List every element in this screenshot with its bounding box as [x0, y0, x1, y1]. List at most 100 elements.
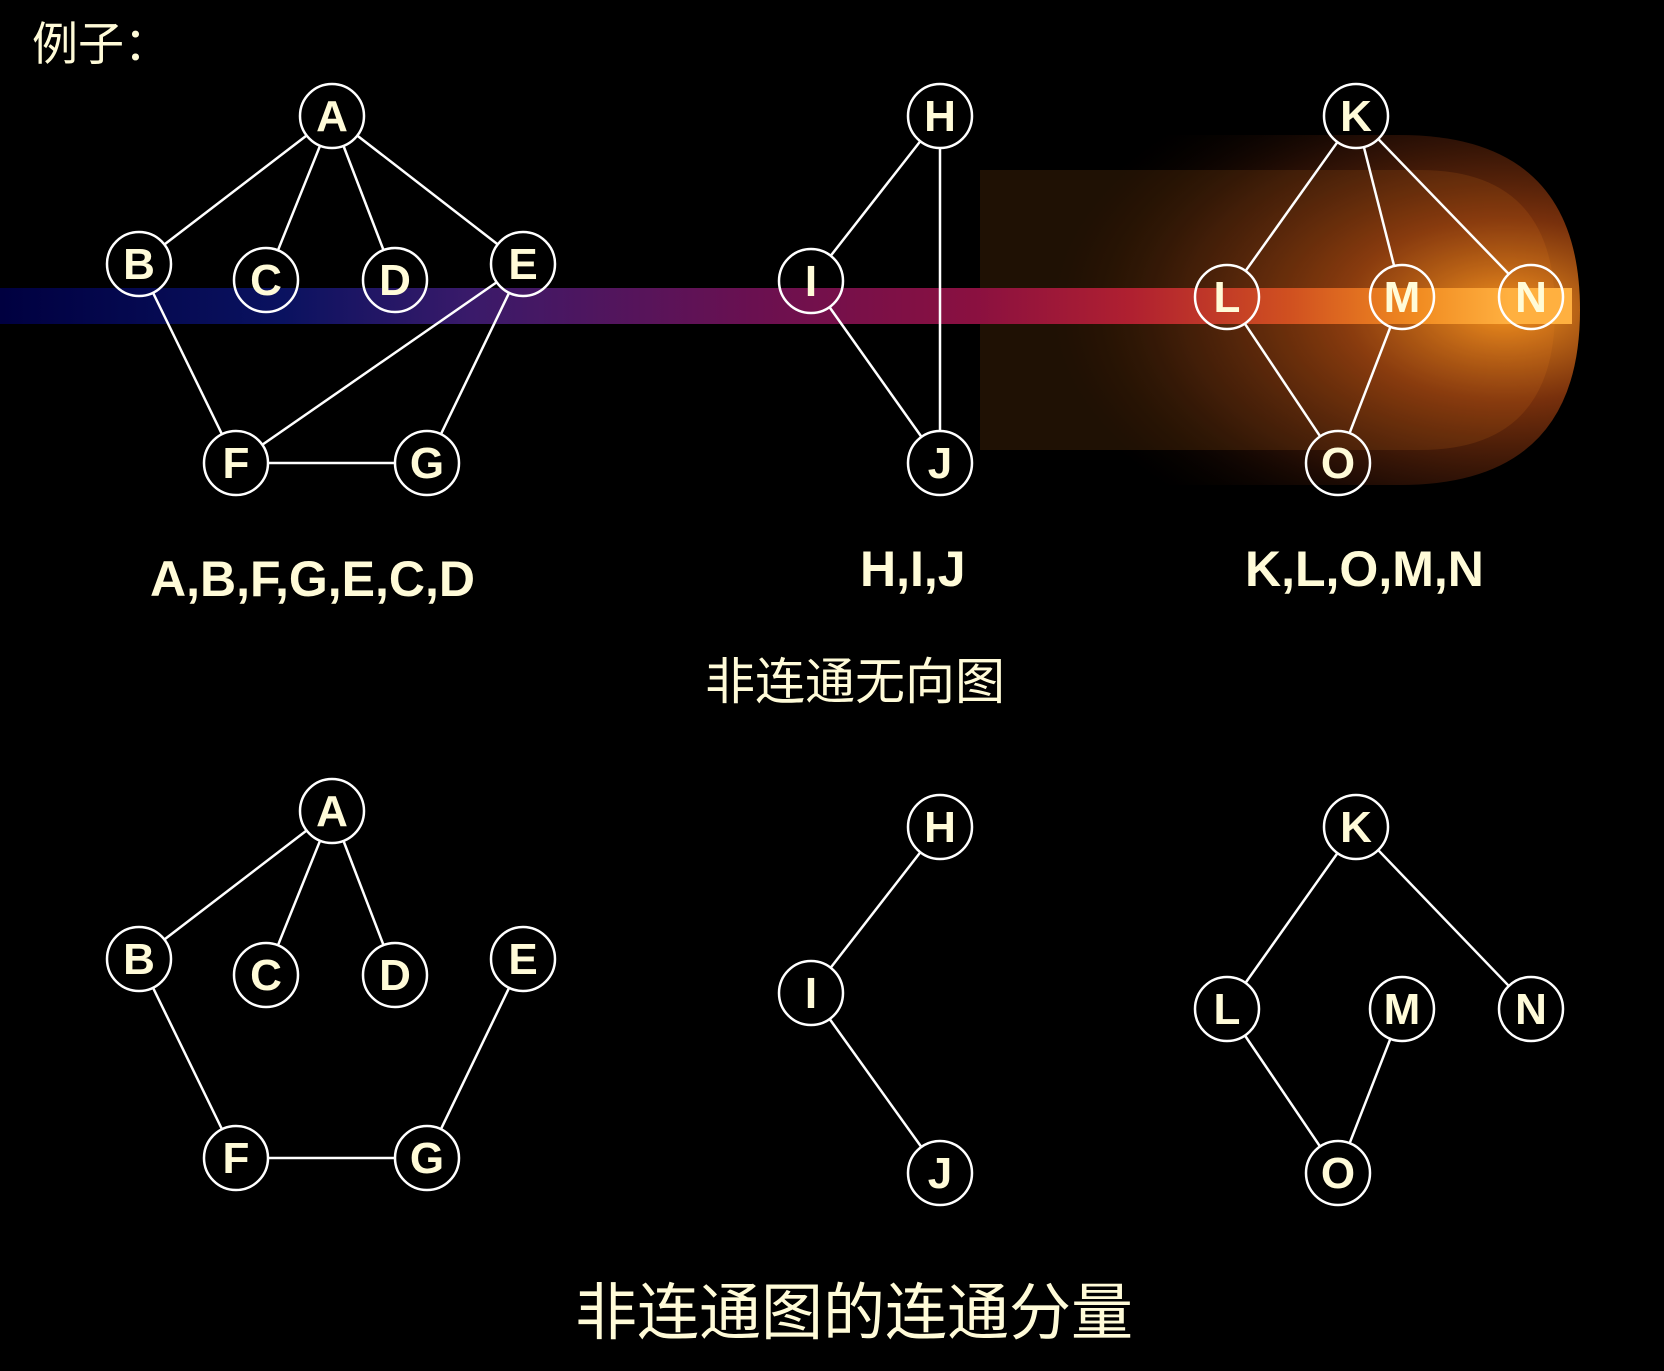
top-node-label: M [1384, 273, 1421, 322]
bottom-edge-a-c [276, 840, 322, 946]
bottom-node-label: L [1214, 985, 1241, 1034]
bottom-node-label: M [1384, 985, 1421, 1034]
bottom-edge-i-j [828, 1018, 923, 1148]
decorative-comet [0, 135, 1580, 485]
bottom-edge-k-l [1244, 852, 1339, 984]
top-node-circle [1193, 263, 1261, 331]
top-node-circle [232, 246, 300, 314]
top-node-k: K [1322, 82, 1390, 150]
bottom-node-label: N [1515, 985, 1547, 1034]
bottom-node-circle [105, 925, 173, 993]
top-edge-a-b [163, 134, 308, 246]
top-node-label: O [1321, 439, 1355, 488]
bottom-edge-e-g [439, 987, 511, 1130]
top-node-label: N [1515, 273, 1547, 322]
top-node-label: C [250, 256, 282, 305]
bottom-node-a: A [298, 777, 366, 845]
top-node-circle [202, 429, 270, 497]
top-node-circle [393, 429, 461, 497]
top-node-l: L [1193, 263, 1261, 331]
top-edge-e-g [439, 292, 511, 435]
bottom-node-circle [489, 925, 557, 993]
bottom-edge-b-f [151, 987, 224, 1130]
edges-layer [151, 134, 1510, 1160]
top-node-circle [906, 82, 974, 150]
top-edge-k-n [1377, 138, 1510, 275]
top-node-label: L [1214, 273, 1241, 322]
bottom-node-label: E [508, 935, 537, 984]
bottom-node-label: F [223, 1134, 250, 1183]
top-node-g: G [393, 429, 461, 497]
bottom-node-circle [1368, 975, 1436, 1043]
top-node-j: J [906, 429, 974, 497]
top-node-circle [777, 247, 845, 315]
top-node-label: J [928, 439, 952, 488]
top-node-circle [906, 429, 974, 497]
bottom-node-circle [777, 959, 845, 1027]
top-node-i: I [777, 247, 845, 315]
bottom-node-c: C [232, 941, 300, 1009]
bottom-edge-k-n [1377, 849, 1510, 987]
top-node-label: B [123, 240, 155, 289]
bottom-node-label: D [379, 951, 411, 1000]
top-node-label: H [924, 92, 956, 141]
bottom-node-k: K [1322, 793, 1390, 861]
top-node-a: A [298, 82, 366, 150]
bottom-node-circle [1304, 1139, 1372, 1207]
top-edge-b-f [151, 292, 224, 435]
bottom-node-g: G [393, 1124, 461, 1192]
traversal-label-3: K,L,O,M,N [1245, 541, 1484, 597]
top-node-label: D [379, 256, 411, 305]
bottom-node-circle [906, 793, 974, 861]
traversal-label-1: A,B,F,G,E,C,D [150, 551, 476, 607]
top-edge-a-c [276, 145, 322, 251]
comet-beam [0, 288, 1572, 324]
top-edge-m-o [1348, 326, 1392, 434]
bottom-edge-m-o [1348, 1038, 1392, 1144]
top-node-circle [361, 246, 429, 314]
top-node-h: H [906, 82, 974, 150]
top-caption: 非连通无向图 [705, 653, 1005, 711]
top-node-circle [298, 82, 366, 150]
top-edge-k-m [1362, 146, 1396, 267]
top-node-f: F [202, 429, 270, 497]
slide-title: 例子： [32, 17, 170, 71]
top-node-circle [489, 230, 557, 298]
top-node-circle [1322, 82, 1390, 150]
bottom-node-circle [906, 1139, 974, 1207]
top-edge-a-d [342, 145, 385, 251]
top-edge-h-i [829, 140, 922, 257]
bottom-node-circle [202, 1124, 270, 1192]
bottom-edge-l-o [1243, 1034, 1322, 1148]
bottom-node-j: J [906, 1139, 974, 1207]
bottom-node-label: B [123, 935, 155, 984]
top-node-label: E [508, 240, 537, 289]
top-node-circle [1497, 263, 1565, 331]
top-node-e: E [489, 230, 557, 298]
bottom-node-label: G [410, 1134, 444, 1183]
bottom-node-o: O [1304, 1139, 1372, 1207]
nodes-layer: A B C D E F G H I J K L M N O A B C D E F G H I J K L M N O [105, 82, 1565, 1207]
bottom-node-circle [1193, 975, 1261, 1043]
bottom-node-i: I [777, 959, 845, 1027]
top-node-circle [1368, 263, 1436, 331]
bottom-edge-a-d [342, 840, 385, 946]
top-edge-k-l [1244, 141, 1339, 272]
bottom-node-b: B [105, 925, 173, 993]
top-node-circle [1304, 429, 1372, 497]
top-node-o: O [1304, 429, 1372, 497]
bottom-node-label: K [1340, 803, 1372, 852]
top-node-c: C [232, 246, 300, 314]
traversal-label-2: H,I,J [860, 541, 966, 597]
bottom-node-l: L [1193, 975, 1261, 1043]
top-node-label: A [316, 92, 348, 141]
top-edge-i-j [828, 306, 923, 438]
top-node-n: N [1497, 263, 1565, 331]
bottom-node-n: N [1497, 975, 1565, 1043]
top-node-d: D [361, 246, 429, 314]
bottom-caption: 非连通图的连通分量 [575, 1276, 1134, 1349]
bottom-node-m: M [1368, 975, 1436, 1043]
bottom-node-circle [361, 941, 429, 1009]
